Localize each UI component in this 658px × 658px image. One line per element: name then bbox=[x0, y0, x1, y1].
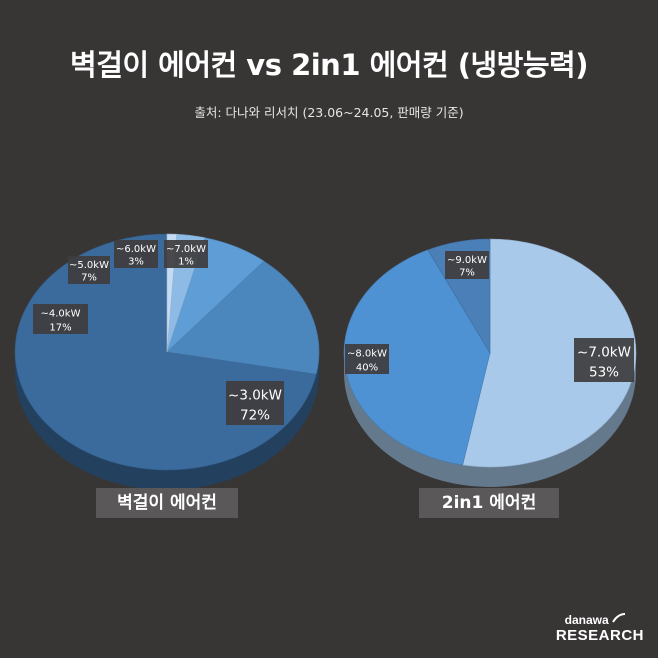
slice-label-1-5: ~7.0kW 1% bbox=[164, 240, 208, 268]
slice-value-label: 7% bbox=[81, 273, 97, 284]
slice-value-label: 3% bbox=[128, 257, 144, 268]
slice-label-box bbox=[445, 251, 489, 279]
slice-label-1-4: ~6.0kW 3% bbox=[114, 240, 158, 268]
slice-value-label: 7% bbox=[459, 268, 475, 279]
slice-category-label: ~3.0kW bbox=[228, 387, 282, 403]
logo-swoosh-icon bbox=[612, 613, 626, 623]
slice-value-label: 40% bbox=[356, 362, 378, 373]
slice-label-box bbox=[164, 240, 208, 268]
slice-label-2-1: ~7.0kW 53% bbox=[574, 338, 634, 382]
logo-brand-text: danawa bbox=[564, 613, 609, 627]
slice-label-box bbox=[345, 344, 389, 374]
slice-value-label: 17% bbox=[49, 322, 71, 333]
slice-label-1-2: ~4.0kW 17% bbox=[33, 304, 88, 334]
chart-subtitle: 출처: 다나와 리서치 (23.06~24.05, 판매량 기준) bbox=[194, 105, 464, 120]
pie-chart-2: ~7.0kW 53% ~8.0kW 40% ~9.0kW 7% bbox=[343, 238, 637, 487]
logo-brand: danawa bbox=[556, 613, 626, 627]
danawa-research-logo: danawa RESEARCH bbox=[556, 613, 644, 644]
slice-category-label: ~7.0kW bbox=[166, 244, 206, 255]
slice-category-label: ~8.0kW bbox=[347, 349, 387, 360]
slice-value-label: 1% bbox=[178, 257, 194, 268]
slice-label-box bbox=[574, 338, 634, 382]
slice-label-1-3: ~5.0kW 7% bbox=[68, 256, 110, 284]
slice-category-label: ~9.0kW bbox=[447, 255, 487, 266]
slice-category-label: ~6.0kW bbox=[116, 244, 156, 255]
slice-label-box bbox=[68, 256, 110, 284]
slice-label-2-2: ~8.0kW 40% bbox=[345, 344, 389, 374]
pie-slice-2-1 bbox=[462, 238, 637, 468]
chart-title: 벽걸이 에어컨 vs 2in1 에어컨 (냉방능력) bbox=[70, 48, 588, 82]
slice-label-2-3: ~9.0kW 7% bbox=[445, 251, 489, 279]
chart-name-wall-ac: 벽걸이 에어컨 bbox=[96, 488, 238, 518]
slice-label-1-1: ~3.0kW 72% bbox=[226, 381, 284, 425]
chart-name-2in1-ac: 2in1 에어컨 bbox=[419, 488, 559, 518]
slice-label-box bbox=[114, 240, 158, 268]
pie-chart-1: ~3.0kW 72% ~4.0kW 17% ~5.0kW 7% ~6.0kW 3% ~7.0kW… bbox=[14, 233, 320, 490]
slice-category-label: ~5.0kW bbox=[69, 260, 109, 271]
logo-name: RESEARCH bbox=[555, 627, 644, 644]
slice-value-label: 72% bbox=[240, 408, 270, 424]
slice-label-box bbox=[226, 381, 284, 425]
pie-slice-1-2 bbox=[166, 260, 320, 375]
slice-category-label: ~4.0kW bbox=[41, 309, 81, 320]
slice-label-box bbox=[33, 304, 88, 334]
slice-category-label: ~7.0kW bbox=[577, 344, 631, 360]
slice-value-label: 53% bbox=[589, 365, 619, 381]
